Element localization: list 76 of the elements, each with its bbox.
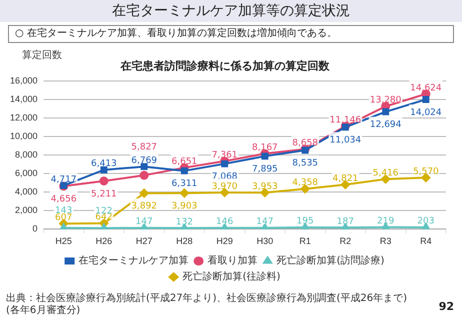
x-tick-label: R1 [299,236,311,246]
data-label: 12,694 [370,120,402,130]
legend-label: 死亡診断加算(訪問診療) [276,254,384,267]
data-label: 147 [256,217,274,228]
y-tick-label: 10,000 [10,131,38,142]
legend-label: 死亡診断加算(往診料) [182,270,280,283]
data-label: 5,570 [412,167,440,178]
y-tick-label: 0 [32,224,38,234]
point [140,188,149,198]
chart-subtitle: 在宅患者訪問診療料に係る加算の算定回数 [120,59,330,72]
data-label: 11,034 [330,135,362,146]
data-label: 5,211 [91,189,117,200]
data-label: 7,361 [212,150,238,160]
point [422,96,430,103]
point [382,108,390,116]
y-axis-title: 算定回数 [22,48,62,62]
x-tick-label: H28 [176,236,193,246]
y-tick-label: 6,000 [14,168,38,178]
data-label: 4,717 [50,174,77,185]
data-label: 3,903 [172,201,198,212]
legend-label: 看取り加算 [208,254,258,267]
point [180,167,188,174]
point [99,176,108,186]
y-tick-label: 2,000 [14,205,38,216]
data-label: 7,895 [252,164,278,175]
data-label: 132 [176,217,193,228]
data-label: 8,658 [292,138,318,148]
text: 92 [438,300,454,313]
data-label: 8,535 [292,158,318,169]
x-tick-label: R3 [380,236,392,246]
x-tick-label: R4 [420,236,432,246]
x-tick-label: H25 [55,236,72,246]
point [140,170,149,180]
data-label: 4,358 [292,178,318,188]
x-tick-label: H30 [256,236,274,246]
source-note: 出典：社会医療診療行為別統計(平成27年より)、社会医療診療行為別調査(平成26年まで)(各年6月審査分) [6,293,408,317]
x-tick-label: H27 [136,236,152,246]
data-label: 14,024 [410,108,442,118]
data-label: 11,146 [330,115,362,126]
y-tick-label: 14,000 [10,94,38,104]
data-label: 187 [336,216,354,227]
point [180,188,189,198]
legend-label: 在宅ターミナルケア加算 [78,254,189,267]
data-label: 203 [417,216,434,227]
data-label: 4,821 [332,174,358,184]
data-label: 14,624 [410,83,442,94]
text: ○ 在宅ターミナルケア加算、看取り加算の算定回数は増加傾向である。 [8,25,454,43]
x-tick-label: H29 [216,236,233,246]
x-tick-label: R2 [340,236,352,246]
x-tick-label: H26 [96,236,112,246]
point [221,160,228,168]
data-label: 147 [136,217,153,228]
data-label: 3,970 [212,182,238,192]
data-label: 6,311 [172,179,198,190]
data-label: 6,651 [172,157,198,168]
data-label: 6,769 [131,156,158,166]
data-label: 3,892 [131,202,158,212]
data-label: 146 [216,217,234,228]
data-label: 7,068 [212,172,238,182]
data-label: 219 [377,216,394,227]
y-tick-label: 8,000 [14,150,38,160]
chart-title: 在宅ターミナルケア加算等の算定状況 [0,0,462,22]
data-label: 13,280 [370,96,402,106]
data-label: 6,413 [91,159,117,170]
point [60,223,68,230]
y-tick-label: 16,000 [10,76,38,86]
data-label: 5,827 [131,142,158,153]
data-label: 8,167 [252,143,278,153]
data-label: 5,416 [372,168,399,178]
data-label: 3,953 [252,182,278,192]
data-label: 4,656 [50,194,77,204]
data-label: 195 [296,216,314,227]
y-tick-label: 12,000 [10,112,38,123]
point [261,152,268,160]
point [100,224,108,230]
y-tick-label: 4,000 [14,186,38,197]
